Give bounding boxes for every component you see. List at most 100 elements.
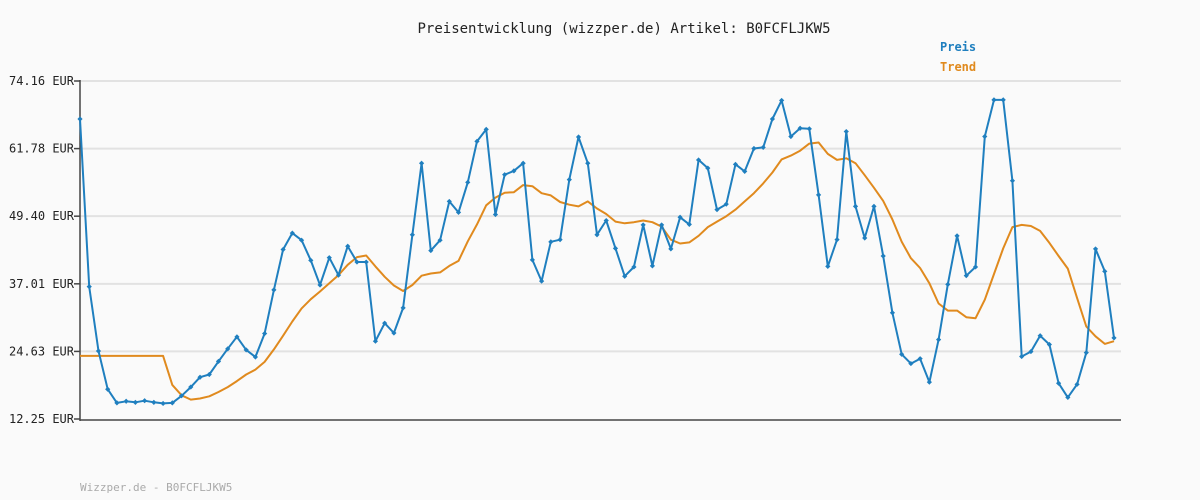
- data-point-preis: [908, 360, 914, 367]
- data-point-preis: [1102, 268, 1108, 274]
- data-point-preis: [797, 125, 803, 131]
- data-point-preis: [1009, 178, 1016, 184]
- data-point-preis: [612, 245, 619, 251]
- data-point-preis: [640, 222, 646, 228]
- data-point-preis: [862, 235, 868, 241]
- data-point-preis: [77, 116, 83, 122]
- data-point-preis: [585, 160, 591, 166]
- data-point-preis: [1046, 341, 1052, 348]
- data-point-preis: [677, 214, 683, 220]
- data-point-preis: [991, 97, 997, 103]
- data-point-preis: [1019, 353, 1025, 360]
- data-point-preis: [982, 133, 988, 140]
- data-point-preis: [1074, 381, 1080, 387]
- series-layer: [77, 97, 1117, 407]
- data-point-preis: [95, 348, 102, 354]
- data-point-preis: [539, 278, 545, 284]
- data-point-preis: [1028, 348, 1034, 355]
- data-point-preis: [169, 400, 175, 406]
- data-point-preis: [935, 336, 942, 343]
- y-tick-label: 74.16 EUR: [9, 74, 75, 88]
- data-point-preis: [843, 128, 849, 135]
- data-point-preis: [335, 272, 342, 278]
- data-point-preis: [298, 237, 305, 243]
- data-point-preis: [732, 161, 739, 167]
- data-point-preis: [114, 400, 120, 406]
- data-point-preis: [769, 116, 776, 122]
- data-point-preis: [262, 330, 268, 337]
- y-tick-label: 61.78 EUR: [9, 142, 75, 156]
- data-point-preis: [723, 201, 729, 207]
- data-point-preis: [834, 237, 840, 243]
- data-point-preis: [889, 310, 896, 316]
- data-point-preis: [926, 379, 932, 385]
- y-tick-label: 24.63 EUR: [9, 344, 75, 358]
- data-point-preis: [760, 144, 766, 150]
- data-point-preis: [575, 134, 582, 140]
- y-tick-label: 37.01 EUR: [9, 277, 75, 291]
- data-point-preis: [520, 160, 526, 166]
- data-point-preis: [917, 356, 923, 362]
- data-point-preis: [446, 198, 452, 205]
- data-point-preis: [649, 263, 655, 269]
- data-point-preis: [779, 97, 785, 104]
- data-point-preis: [631, 264, 637, 270]
- data-point-preis: [502, 172, 508, 178]
- data-point-preis: [1065, 394, 1071, 401]
- data-point-preis: [825, 263, 831, 270]
- data-point-preis: [483, 126, 489, 132]
- series-line-preis: [79, 98, 1115, 405]
- data-point-preis: [465, 179, 471, 185]
- data-point-preis: [566, 176, 572, 183]
- data-point-preis: [86, 284, 92, 290]
- data-point-preis: [289, 230, 295, 236]
- data-point-preis: [852, 203, 859, 209]
- series-line-trend: [80, 141, 1115, 401]
- legend-entry-preis: Preis: [940, 40, 976, 54]
- data-point-preis: [1092, 246, 1099, 252]
- data-point-preis: [132, 399, 138, 405]
- data-point-preis: [511, 168, 517, 174]
- data-point-preis: [1111, 335, 1117, 341]
- data-point-preis: [742, 168, 748, 175]
- data-point-preis: [594, 232, 600, 238]
- data-point-preis: [243, 347, 249, 353]
- legend: Preis Trend: [940, 40, 976, 74]
- data-point-preis: [899, 351, 905, 357]
- data-point-preis: [142, 398, 148, 404]
- data-point-preis: [345, 243, 351, 249]
- data-point-preis: [391, 330, 397, 336]
- data-point-preis: [492, 211, 499, 218]
- y-axis-tick-labels: 12.25 EUR 24.63 EUR 37.01 EUR 49.40 EUR 61.7…: [9, 74, 80, 426]
- data-point-preis: [788, 133, 794, 140]
- data-point-preis: [603, 217, 609, 224]
- chart-title: Preisentwicklung (wizzper.de) Artikel: B…: [417, 21, 830, 37]
- data-point-preis: [474, 138, 480, 144]
- data-point-preis: [271, 287, 277, 293]
- data-point-preis: [354, 259, 360, 265]
- data-point-preis: [871, 203, 877, 209]
- data-point-preis: [428, 247, 434, 254]
- data-point-preis: [234, 334, 240, 340]
- data-point-preis: [308, 257, 314, 264]
- grid-lines: [80, 80, 1121, 353]
- data-point-preis: [437, 237, 443, 243]
- data-point-preis: [188, 384, 194, 390]
- data-point-preis: [400, 305, 406, 311]
- legend-entry-trend: Trend: [940, 60, 976, 74]
- data-point-preis: [215, 358, 222, 365]
- data-point-preis: [972, 264, 979, 270]
- data-point-preis: [225, 346, 231, 352]
- data-point-preis: [954, 233, 960, 239]
- data-point-preis: [557, 237, 563, 243]
- data-point-preis: [382, 320, 388, 326]
- data-point-preis: [548, 239, 554, 245]
- y-tick-label: 49.40 EUR: [9, 209, 75, 223]
- data-point-preis: [1037, 333, 1043, 339]
- data-point-preis: [409, 232, 415, 238]
- data-point-preis: [363, 259, 369, 265]
- data-point-preis: [751, 145, 757, 152]
- data-point-preis: [1000, 97, 1006, 103]
- data-point-preis: [529, 257, 535, 263]
